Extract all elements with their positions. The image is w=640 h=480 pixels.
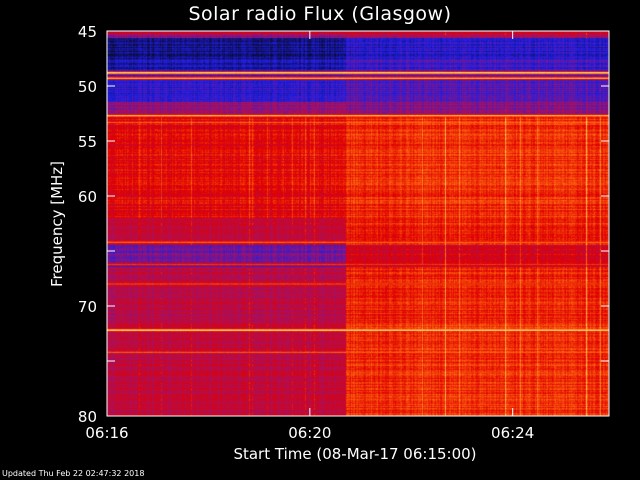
x-tick-label: 06:24 [491, 424, 534, 442]
y-tick-label: 50 [78, 78, 97, 96]
chart-title: Solar radio Flux (Glasgow) [188, 3, 452, 25]
x-tick-label: 06:16 [85, 424, 128, 442]
spectrogram-image [107, 31, 609, 416]
y-tick-label: 45 [78, 23, 97, 41]
updated-timestamp: Updated Thu Feb 22 02:47:32 2018 [2, 469, 145, 478]
x-tick-label: 06:20 [288, 424, 331, 442]
y-tick-label: 60 [78, 188, 97, 206]
y-tick-label: 80 [78, 408, 97, 426]
y-tick-label: 55 [78, 133, 97, 151]
y-axis-label: Frequency [MHz] [48, 160, 66, 288]
x-axis-label: Start Time (08-Mar-17 06:15:00) [233, 445, 477, 463]
y-tick-label: 70 [78, 298, 97, 316]
plot-frame [106, 30, 610, 417]
